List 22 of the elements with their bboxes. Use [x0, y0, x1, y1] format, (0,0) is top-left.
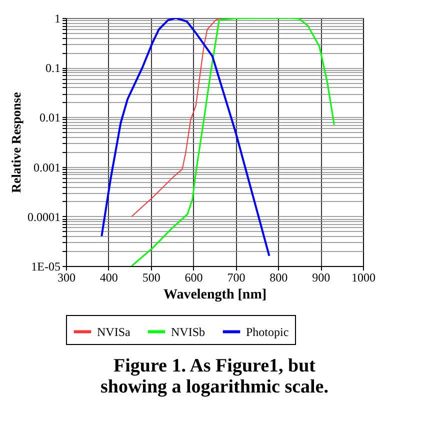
y-tick-label: 0.0001 — [28, 210, 60, 224]
legend-label: NVISa — [97, 324, 131, 339]
legend-label: Photopic — [246, 324, 289, 339]
y-tick-label: 0.001 — [34, 160, 60, 174]
line-series — [131, 18, 222, 217]
legend-label: NVISb — [171, 324, 206, 339]
x-tick-label: 1000 — [352, 270, 376, 284]
x-tick-label: 500 — [142, 270, 160, 284]
y-axis-title: Relative Response — [8, 92, 24, 193]
y-tick-label: 1 — [54, 12, 60, 26]
x-tick-label: 400 — [100, 270, 118, 284]
y-tick-label: 1E-05 — [31, 260, 60, 274]
x-tick-label: 300 — [58, 270, 76, 284]
line-series — [100, 18, 270, 257]
x-tick-label: 600 — [184, 270, 203, 284]
x-tick-label: 900 — [312, 270, 330, 284]
x-axis-title: Wavelength [nm] — [163, 288, 267, 302]
x-tick-label: 800 — [270, 270, 288, 284]
text: Figure 1. As Figure1, but showing a logarithmic scale. — [100, 356, 328, 398]
y-tick-label: 0.01 — [40, 110, 60, 125]
y-tick-label: 0.1 — [46, 61, 60, 76]
x-tick-label: 700 — [227, 270, 246, 284]
